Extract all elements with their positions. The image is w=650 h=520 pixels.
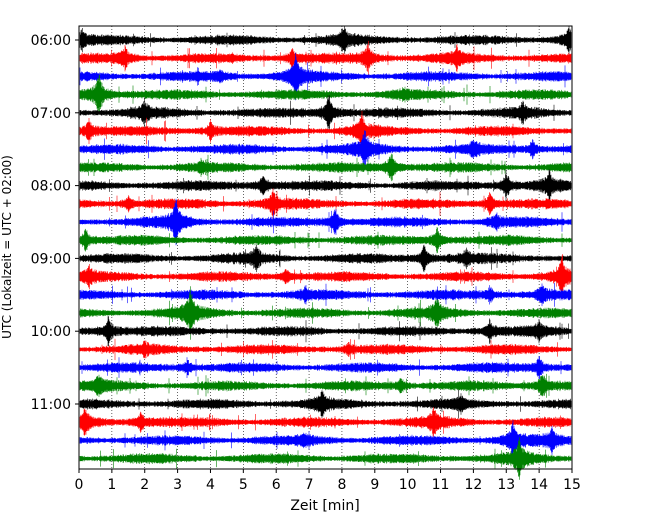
seismogram-trace	[79, 282, 572, 307]
seismogram-trace	[79, 52, 572, 101]
x-tick-label: 15	[563, 477, 581, 493]
y-tick-label: 06:00	[31, 33, 71, 49]
x-tick-label: 5	[239, 477, 248, 493]
x-axis-ticks: 0 1 2 3 4 5 6 7 8 9 10 11 12 13 14 15	[75, 469, 581, 493]
y-tick-label: 10:00	[31, 324, 71, 340]
seismogram-trace	[79, 95, 572, 131]
plot-frame	[78, 25, 573, 470]
seismogram-trace	[79, 420, 572, 461]
x-tick-label: 1	[107, 477, 116, 493]
y-tick-label: 08:00	[31, 179, 71, 195]
x-tick-label: 10	[399, 477, 417, 493]
seismogram-trace	[79, 188, 572, 220]
y-tick-label: 11:00	[31, 397, 71, 413]
seismogram-trace	[79, 356, 572, 379]
x-tick-label: 3	[173, 477, 182, 493]
seismogram-trace	[79, 389, 572, 419]
x-tick-label: 8	[337, 477, 346, 493]
x-tick-label: 4	[206, 477, 215, 493]
seismogram-trace	[79, 25, 572, 55]
y-tick-label: 09:00	[31, 251, 71, 267]
vertical-grid	[111, 26, 540, 469]
x-tick-label: 12	[464, 477, 482, 493]
seismogram-trace	[79, 373, 572, 398]
x-tick-label: 6	[272, 477, 281, 493]
seismogram-trace	[79, 254, 572, 300]
x-tick-label: 2	[140, 477, 149, 493]
seismogram-trace	[79, 338, 572, 361]
x-tick-label: 0	[75, 477, 84, 493]
x-tick-label: 13	[497, 477, 515, 493]
seismogram-trace	[79, 227, 572, 254]
seismogram-trace	[79, 111, 572, 151]
seismogram-trace	[79, 40, 572, 76]
y-axis-ticks: 06:00 07:00 08:00 09:00 10:00 11:00	[31, 33, 79, 413]
seismogram-trace	[79, 74, 572, 115]
seismogram-trace	[79, 244, 572, 273]
seismogram-trace	[79, 286, 572, 340]
x-tick-label: 11	[432, 477, 450, 493]
x-tick-label: 7	[305, 477, 314, 493]
y-axis-label: UTC (Lokalzeit = UTC + 02:00)	[0, 155, 14, 339]
seismogram-trace	[79, 153, 572, 182]
seismogram-trace	[79, 198, 572, 246]
x-axis-label: Zeit [min]	[290, 498, 359, 514]
seismogram-traces	[79, 25, 572, 480]
seismogram-trace	[79, 130, 572, 169]
seismogram-trace	[79, 169, 572, 202]
seismogram-trace	[79, 407, 572, 438]
x-tick-label: 9	[370, 477, 379, 493]
y-tick-label: 07:00	[31, 106, 71, 122]
x-tick-label: 14	[530, 477, 548, 493]
seismogram-trace	[79, 316, 572, 347]
seismogram-trace	[79, 437, 572, 480]
